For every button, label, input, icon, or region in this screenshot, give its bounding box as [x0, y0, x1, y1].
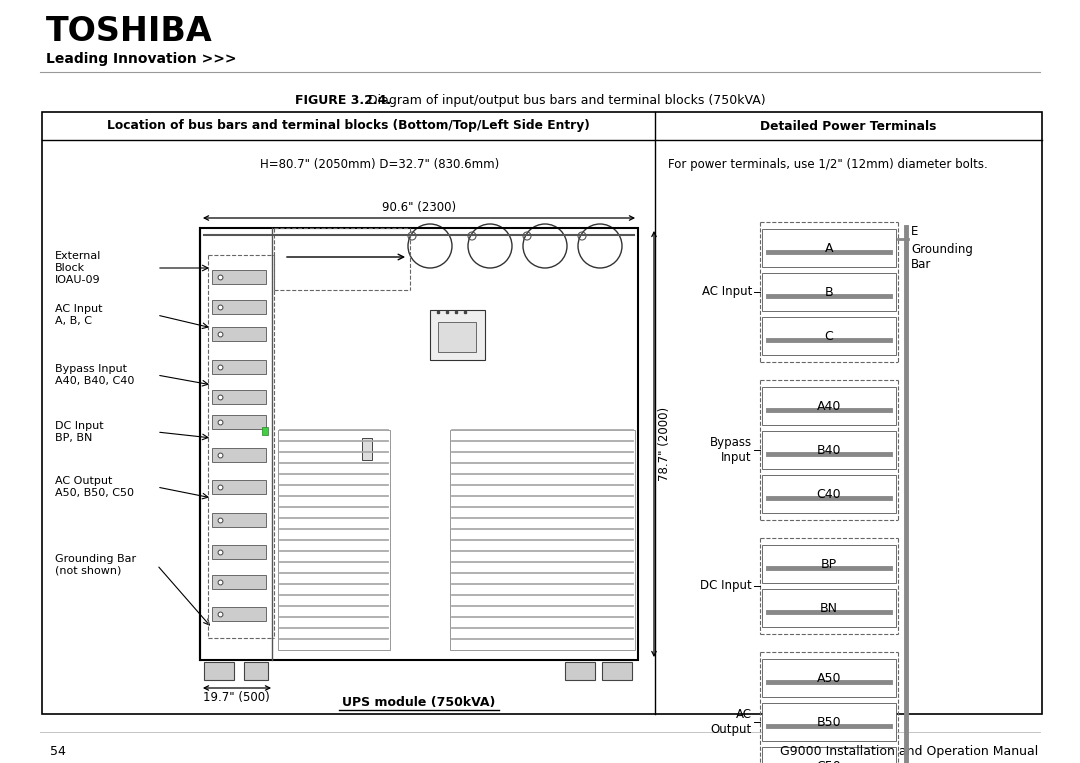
Text: DC Input: DC Input — [700, 580, 752, 593]
Bar — [762, 317, 896, 355]
Bar — [362, 438, 372, 460]
Text: 19.7" (500): 19.7" (500) — [203, 691, 269, 704]
Bar — [212, 448, 266, 462]
Text: Grounding Bar
(not shown): Grounding Bar (not shown) — [55, 554, 136, 576]
Text: H=80.7" (2050mm) D=32.7" (830.6mm): H=80.7" (2050mm) D=32.7" (830.6mm) — [260, 158, 500, 171]
Bar — [762, 475, 896, 513]
Bar — [212, 575, 266, 589]
Bar — [212, 270, 266, 284]
Bar — [438, 322, 476, 352]
Bar — [212, 545, 266, 559]
Text: Diagram of input/output bus bars and terminal blocks (750kVA): Diagram of input/output bus bars and ter… — [356, 94, 766, 107]
Bar — [602, 662, 632, 680]
Bar — [244, 662, 268, 680]
Text: C50: C50 — [816, 759, 841, 763]
Bar — [212, 415, 266, 429]
Bar — [262, 427, 268, 435]
Text: Grounding
Bar: Grounding Bar — [912, 243, 973, 271]
Text: E: E — [912, 225, 918, 238]
Text: AC Input: AC Input — [702, 285, 752, 298]
Bar — [762, 387, 896, 425]
Bar — [212, 480, 266, 494]
Text: BN: BN — [820, 601, 838, 614]
Text: Location of bus bars and terminal blocks (Bottom/Top/Left Side Entry): Location of bus bars and terminal blocks… — [107, 120, 590, 133]
Text: B: B — [825, 285, 834, 298]
Bar — [212, 607, 266, 621]
Bar — [212, 300, 266, 314]
Text: G9000 Installation and Operation Manual: G9000 Installation and Operation Manual — [780, 745, 1038, 758]
Bar — [762, 229, 896, 267]
Text: FIGURE 3.2.4.: FIGURE 3.2.4. — [295, 94, 391, 107]
Bar — [278, 430, 390, 650]
Text: DC Input
BP, BN: DC Input BP, BN — [55, 421, 104, 443]
Text: C: C — [825, 330, 834, 343]
Bar — [42, 112, 1042, 714]
Bar — [762, 589, 896, 627]
Text: TOSHIBA: TOSHIBA — [46, 15, 213, 48]
Text: B50: B50 — [816, 716, 841, 729]
Text: A50: A50 — [816, 671, 841, 684]
Text: 90.6" (2300): 90.6" (2300) — [382, 201, 456, 214]
Text: Bypass Input
A40, B40, C40: Bypass Input A40, B40, C40 — [55, 364, 134, 386]
Text: AC Output
A50, B50, C50: AC Output A50, B50, C50 — [55, 476, 134, 497]
Text: BP: BP — [821, 558, 837, 571]
Bar — [762, 703, 896, 741]
Bar — [212, 360, 266, 374]
Text: Leading Innovation >>>: Leading Innovation >>> — [46, 52, 237, 66]
Bar — [565, 662, 595, 680]
Bar — [200, 228, 638, 660]
Bar — [204, 662, 234, 680]
Bar — [212, 390, 266, 404]
Text: Bypass
Input: Bypass Input — [710, 436, 752, 464]
Bar — [762, 545, 896, 583]
Text: UPS module (750kVA): UPS module (750kVA) — [342, 696, 496, 709]
Text: 78.7" (2000): 78.7" (2000) — [658, 407, 671, 481]
Text: Detailed Power Terminals: Detailed Power Terminals — [760, 120, 936, 133]
Text: C40: C40 — [816, 488, 841, 501]
Text: 54: 54 — [50, 745, 66, 758]
Text: B40: B40 — [816, 443, 841, 456]
Text: For power terminals, use 1/2" (12mm) diameter bolts.: For power terminals, use 1/2" (12mm) dia… — [669, 158, 988, 171]
Bar — [212, 327, 266, 341]
Bar — [762, 659, 896, 697]
Text: A40: A40 — [816, 400, 841, 413]
Bar — [762, 747, 896, 763]
Bar — [762, 431, 896, 469]
Bar — [762, 273, 896, 311]
Text: AC Input
A, B, C: AC Input A, B, C — [55, 304, 103, 326]
Bar — [430, 310, 485, 360]
Text: External
Block
IOAU-09: External Block IOAU-09 — [55, 251, 102, 285]
Bar — [212, 513, 266, 527]
Text: A: A — [825, 242, 834, 255]
Bar — [450, 430, 635, 650]
Text: AC
Output: AC Output — [711, 708, 752, 736]
